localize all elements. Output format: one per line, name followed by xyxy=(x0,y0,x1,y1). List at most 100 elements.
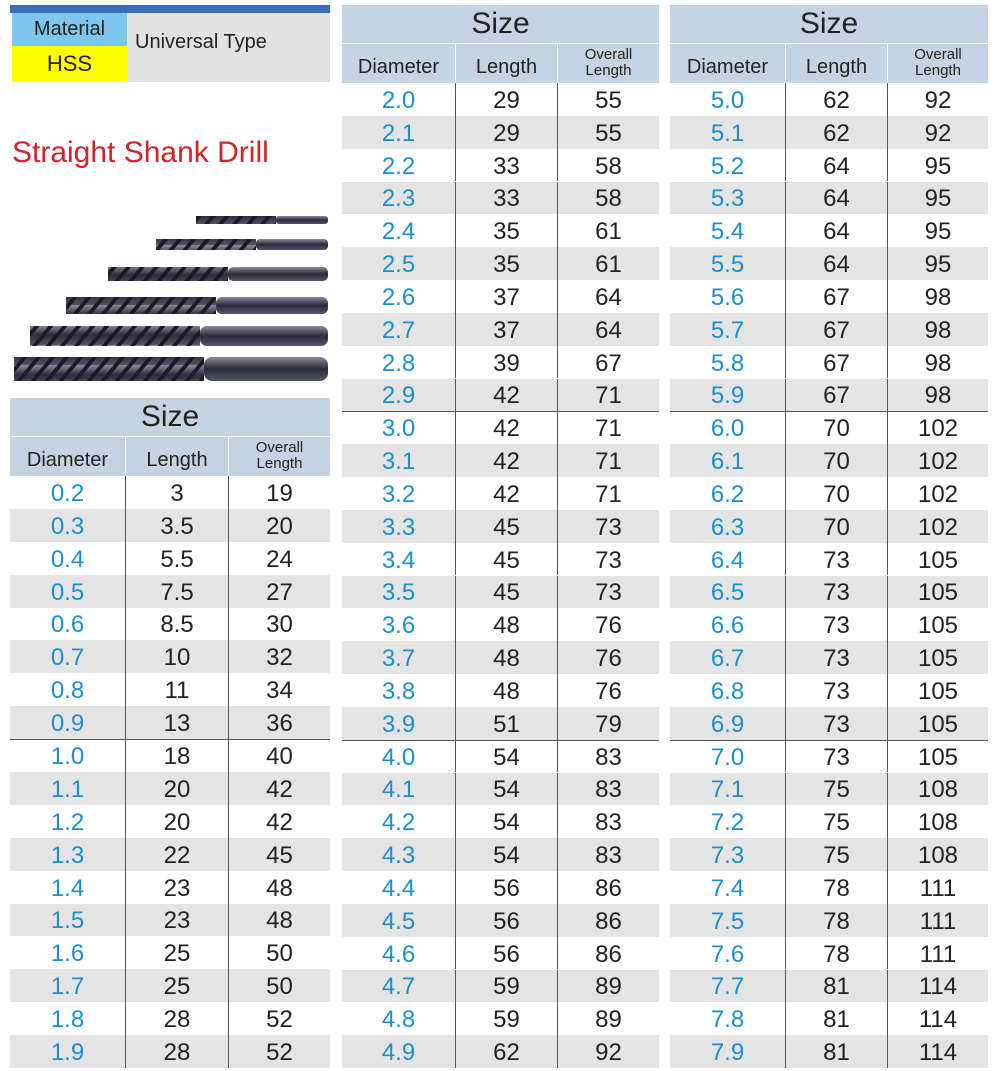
table-row xyxy=(670,181,988,215)
table-row xyxy=(670,509,988,543)
table-row xyxy=(342,477,659,510)
table-row xyxy=(342,641,659,674)
diameter-cell: 3.1 xyxy=(381,448,416,476)
length-cell: 48 xyxy=(455,641,557,674)
length-cell: 54 xyxy=(455,772,557,806)
diameter-cell: 3.7 xyxy=(381,645,416,673)
overall-length-cell: 32 xyxy=(228,640,330,674)
diameter-cell: 4.2 xyxy=(381,809,416,837)
column-header: Overall Length xyxy=(228,437,330,476)
column-header-text: Overall Length xyxy=(584,46,633,79)
length-cell: 81 xyxy=(785,969,887,1003)
product-title: Straight Shank Drill xyxy=(12,136,269,169)
overall-length-cell: 48 xyxy=(228,903,330,937)
diameter-cell: 1.8 xyxy=(50,1006,85,1034)
drills xyxy=(14,216,328,381)
length-cell: 78 xyxy=(785,903,887,937)
table-row xyxy=(342,181,659,215)
length-cell: 75 xyxy=(785,805,887,839)
length-cell: 78 xyxy=(785,936,887,970)
diameter-cell: 7.9 xyxy=(710,1039,745,1067)
table-row xyxy=(342,542,659,576)
table-row xyxy=(342,608,659,642)
overall-length-cell: 71 xyxy=(557,477,659,510)
length-cell: 56 xyxy=(455,903,557,937)
overall-length-cell: 76 xyxy=(557,674,659,707)
diameter-cell: 6.6 xyxy=(710,612,745,640)
diameter-cell: 2.0 xyxy=(381,86,416,114)
overall-length-cell: 98 xyxy=(887,312,988,346)
diameter-cell: 4.4 xyxy=(381,874,416,902)
overall-length-cell: 52 xyxy=(228,1035,330,1068)
diameter-cell: 5.4 xyxy=(710,218,745,246)
diameter-cell: 3.0 xyxy=(381,415,416,443)
column-header: Length xyxy=(125,437,228,476)
diameter-cell: 1.3 xyxy=(50,841,85,869)
length-cell: 67 xyxy=(785,280,887,313)
length-cell: 70 xyxy=(785,509,887,543)
overall-length-cell: 111 xyxy=(887,871,988,904)
column-header-text: Overall Length xyxy=(914,46,962,79)
length-cell: 33 xyxy=(455,148,557,182)
diameter-cell: 4.5 xyxy=(381,907,416,935)
length-cell: 54 xyxy=(455,739,557,773)
overall-length-cell: 105 xyxy=(887,575,988,609)
column-header: Length xyxy=(455,44,557,83)
length-cell: 28 xyxy=(125,1035,228,1068)
overall-length-cell: 92 xyxy=(887,115,988,149)
diameter-cell: 3.5 xyxy=(381,579,416,607)
diameter-cell: 1.2 xyxy=(50,808,85,836)
drill-illustration xyxy=(14,216,328,381)
table-row xyxy=(10,936,330,970)
overall-length-cell: 34 xyxy=(228,673,330,707)
diameter-cell: 4.7 xyxy=(381,973,416,1001)
table-row xyxy=(670,674,988,707)
table-row xyxy=(342,115,659,149)
length-cell: 75 xyxy=(785,772,887,806)
overall-length-cell: 79 xyxy=(557,706,659,740)
overall-length-cell: 108 xyxy=(887,838,988,871)
table-row xyxy=(342,1035,659,1068)
table-row xyxy=(670,378,988,412)
overall-length-cell: 45 xyxy=(228,837,330,871)
table-row xyxy=(342,1002,659,1036)
overall-length-cell: 111 xyxy=(887,936,988,970)
diameter-cell: 5.5 xyxy=(710,251,745,279)
overall-length-cell: 89 xyxy=(557,1002,659,1036)
overall-length-cell: 55 xyxy=(557,115,659,149)
length-cell: 35 xyxy=(455,247,557,280)
table-row xyxy=(670,608,988,642)
diameter-cell: 5.1 xyxy=(710,119,745,147)
overall-length-cell: 73 xyxy=(557,509,659,543)
length-cell: 8.5 xyxy=(125,607,228,641)
overall-length-cell: 27 xyxy=(228,574,330,608)
diameter-cell: 2.5 xyxy=(381,251,416,279)
diameter-cell: 1.9 xyxy=(50,1039,85,1067)
table-row xyxy=(10,804,330,838)
column-header-text: Diameter xyxy=(686,56,769,78)
diameter-cell: 7.4 xyxy=(710,874,745,902)
length-cell: 23 xyxy=(125,903,228,937)
column-header-text: Overall Length xyxy=(255,439,304,472)
overall-length-cell: 42 xyxy=(228,772,330,805)
length-cell: 67 xyxy=(785,312,887,346)
table-row xyxy=(10,969,330,1003)
table-title: Size xyxy=(342,5,659,44)
overall-length-cell: 73 xyxy=(557,542,659,576)
length-cell: 73 xyxy=(785,641,887,674)
length-cell: 5.5 xyxy=(125,541,228,575)
table-row xyxy=(342,411,659,445)
diameter-cell: 4.8 xyxy=(381,1006,416,1034)
overall-length-cell: 71 xyxy=(557,378,659,412)
length-cell: 42 xyxy=(455,411,557,445)
column-header-text: Length xyxy=(475,56,538,78)
table-row xyxy=(10,739,330,772)
diameter-cell: 2.4 xyxy=(381,218,416,246)
diameter-cell: 6.4 xyxy=(710,546,745,574)
table-row xyxy=(10,870,330,904)
table-row xyxy=(10,476,330,509)
length-cell: 20 xyxy=(125,804,228,838)
diameter-cell: 3.8 xyxy=(381,677,416,705)
table-row xyxy=(670,214,988,248)
overall-length-cell: 48 xyxy=(228,870,330,904)
